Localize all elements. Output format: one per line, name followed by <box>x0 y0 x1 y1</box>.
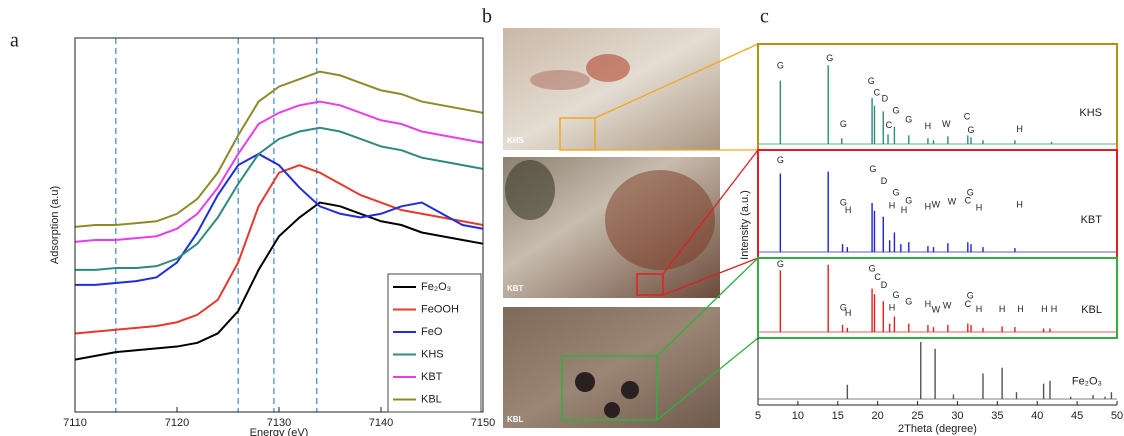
y-axis-label: Intensity (a.u.) <box>739 190 751 260</box>
blob <box>621 381 639 399</box>
peak-label: H <box>889 200 896 210</box>
series-label: KBL <box>1081 304 1102 316</box>
peak-label: G <box>893 290 900 300</box>
peak-label: W <box>943 300 952 310</box>
panel-frame <box>758 258 1117 338</box>
peak-label: H <box>925 201 932 211</box>
x-tick-label: 40 <box>1031 410 1043 422</box>
peak-label: C <box>874 87 881 97</box>
photo-label: KBL <box>507 415 524 424</box>
peak-label: D <box>881 280 888 290</box>
x-tick-label: 7120 <box>165 417 189 429</box>
peak-label: H <box>845 308 852 318</box>
x-tick-label: 35 <box>991 410 1003 422</box>
legend-label: KHS <box>421 348 444 360</box>
peak-label: H <box>925 121 932 131</box>
blob <box>575 372 595 392</box>
peak-label: G <box>826 53 833 63</box>
x-tick-label: 20 <box>872 410 884 422</box>
peak-label: H <box>999 304 1006 314</box>
y-axis-label: Adsorption (a.u) <box>49 186 61 264</box>
peak-label: H <box>889 303 896 313</box>
series-line <box>75 128 483 270</box>
legend-label: KBT <box>421 371 443 383</box>
x-tick-label: 7150 <box>471 417 495 429</box>
x-tick-label: 45 <box>1071 410 1083 422</box>
series-label: KHS <box>1079 107 1102 119</box>
legend-box <box>388 274 481 412</box>
blob <box>604 402 620 418</box>
figure: a71107120713071407150Energy (eV)Adsorpti… <box>0 0 1124 436</box>
x-tick-label: 7110 <box>63 417 87 429</box>
peak-label: H <box>1016 124 1023 134</box>
peak-label: G <box>967 125 974 135</box>
peak-label: H <box>976 202 983 212</box>
peak-label: G <box>905 114 912 124</box>
peak-label: D <box>881 176 888 186</box>
peak-label: G <box>869 164 876 174</box>
x-tick-label: 15 <box>832 410 844 422</box>
peak-label: H <box>976 304 983 314</box>
x-tick-label: 25 <box>911 410 923 422</box>
pigment <box>605 170 715 270</box>
peak-label: H <box>901 205 908 215</box>
panel-label: c <box>760 6 769 28</box>
peak-label: C <box>965 195 972 205</box>
x-tick-label: 7140 <box>369 417 393 429</box>
peak-label: G <box>840 119 847 129</box>
peak-label: G <box>905 195 912 205</box>
legend-label: KBL <box>421 393 442 405</box>
series-label: Fe₂O₃ <box>1072 375 1102 387</box>
peak-label: C <box>964 111 971 121</box>
peak-label: G <box>868 76 875 86</box>
shadow <box>505 160 555 220</box>
pigment <box>530 70 590 90</box>
peak-label: G <box>777 61 784 71</box>
peak-label: H <box>1016 199 1023 209</box>
peak-label: H <box>925 299 932 309</box>
peak-label: W <box>932 199 941 209</box>
panel-label: a <box>10 30 19 52</box>
legend-label: Fe₂O₃ <box>421 281 451 293</box>
peak-label: H <box>1051 304 1058 314</box>
x-tick-label: 5 <box>755 410 761 422</box>
legend-label: FeOOH <box>421 303 459 315</box>
x-tick-label: 30 <box>951 410 963 422</box>
series-label: KBT <box>1081 214 1103 226</box>
peak-label: W <box>942 119 951 129</box>
peak-label: G <box>905 296 912 306</box>
x-tick-label: 50 <box>1111 410 1123 422</box>
peak-label: H <box>1041 304 1048 314</box>
peak-label: G <box>893 106 900 116</box>
peak-label: D <box>882 93 889 103</box>
peak-label: H <box>845 205 852 215</box>
peak-label: W <box>948 196 957 206</box>
x-tick-label: 10 <box>792 410 804 422</box>
photos <box>503 28 720 428</box>
pigment <box>586 54 630 82</box>
photo-khs <box>503 28 720 150</box>
x-axis-label: Energy (eV) <box>250 427 309 436</box>
panel-frame <box>758 44 1117 150</box>
peak-label: H <box>1017 304 1024 314</box>
peak-label: C <box>965 299 972 309</box>
peak-label: G <box>777 259 784 269</box>
peak-label: W <box>932 305 941 315</box>
peak-label: G <box>893 188 900 198</box>
peak-label: G <box>777 155 784 165</box>
photo-label: KBT <box>507 284 524 293</box>
panel-label: b <box>482 6 492 28</box>
x-axis-label: 2Theta (degree) <box>898 423 977 435</box>
photo-label: KHS <box>507 136 525 145</box>
peak-label: C <box>886 120 893 130</box>
legend-label: FeO <box>421 326 443 338</box>
